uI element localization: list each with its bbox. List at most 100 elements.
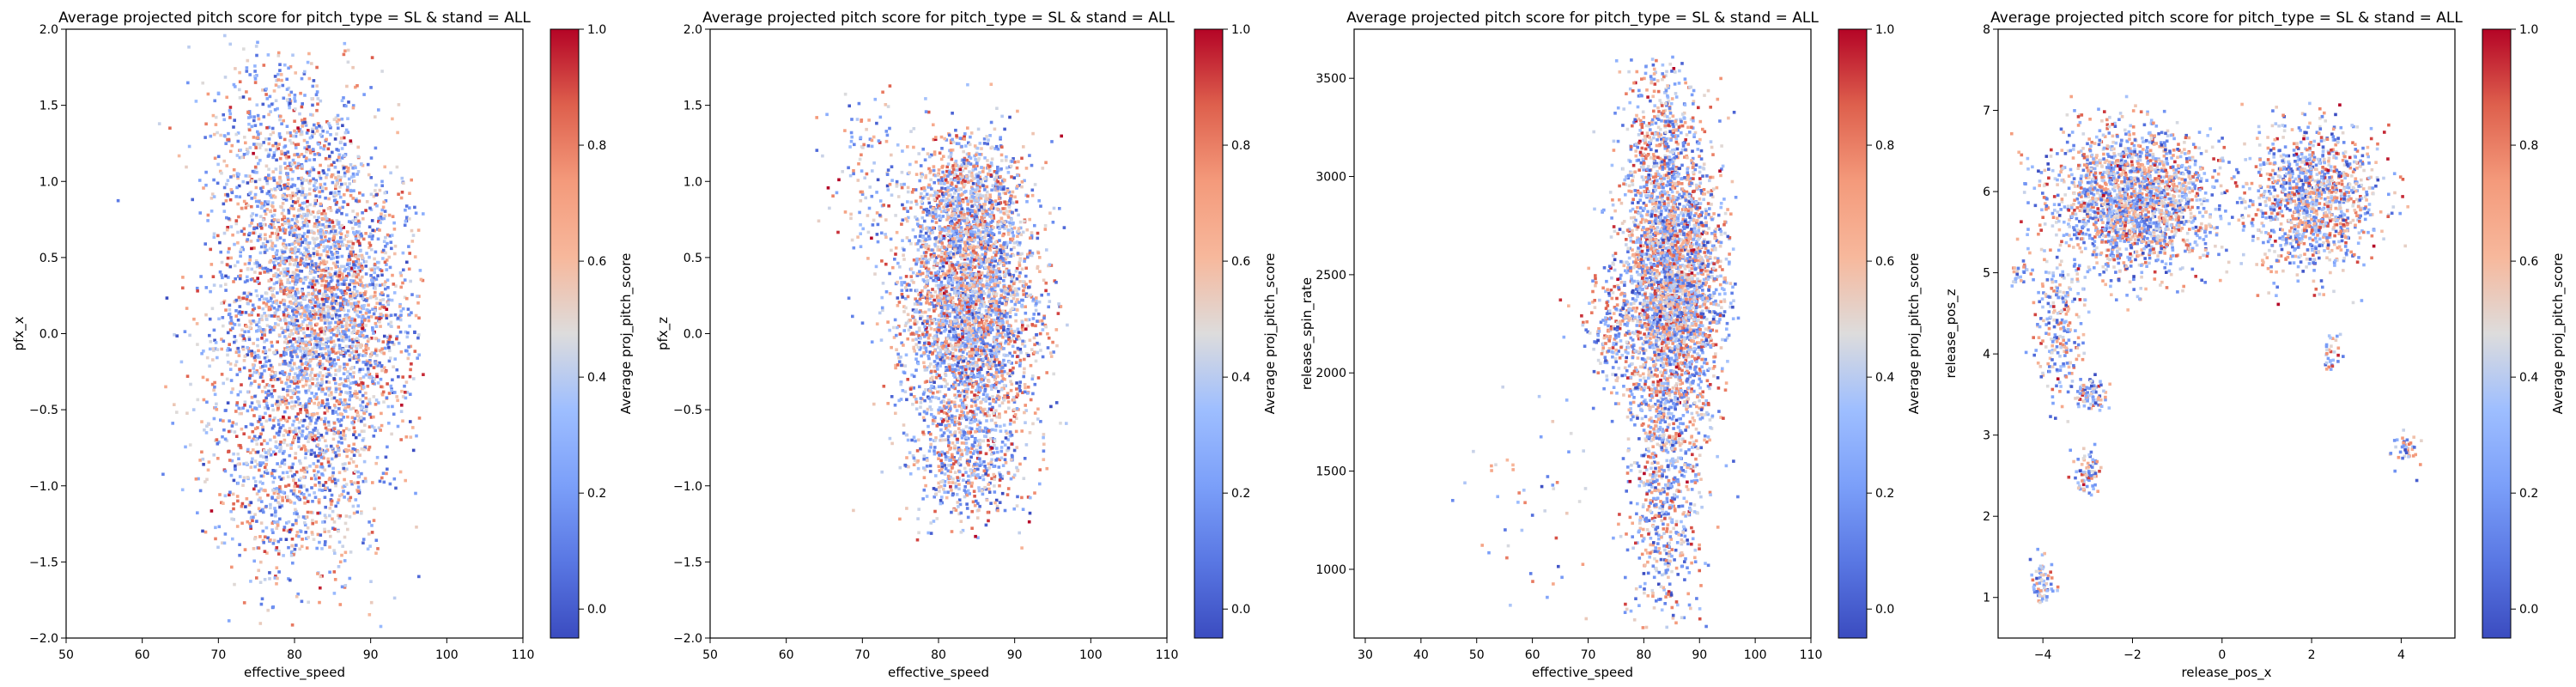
scatter-point [369, 580, 373, 583]
scatter-point [319, 146, 323, 149]
scatter-point [319, 315, 323, 319]
scatter-point [343, 131, 348, 135]
scatter-point [340, 254, 344, 258]
scatter-point [345, 467, 349, 471]
scatter-point [317, 143, 320, 146]
scatter-point [946, 469, 951, 473]
scatter-point [388, 335, 392, 338]
scatter-point [307, 229, 310, 233]
scatter-point [232, 280, 235, 283]
scatter-point [249, 292, 252, 296]
scatter-point [325, 319, 330, 323]
scatter-point [288, 93, 291, 97]
scatter-point [230, 424, 234, 428]
scatter-point [221, 276, 224, 280]
scatter-point [270, 369, 274, 373]
scatter-point [277, 333, 282, 337]
scatter-point [309, 168, 313, 172]
scatter-point [216, 457, 220, 460]
scatter-point [1008, 210, 1012, 213]
scatter-point [939, 385, 944, 388]
scatter-point [235, 373, 240, 377]
scatter-point [376, 381, 380, 385]
scatter-point [318, 540, 321, 544]
scatter-point [375, 204, 379, 208]
scatter-point [298, 547, 301, 551]
scatter-point [992, 216, 996, 220]
scatter-point [993, 382, 998, 386]
scatter-point [299, 530, 303, 533]
scatter-point [328, 247, 331, 252]
scatter-point [383, 210, 387, 213]
scatter-point [258, 375, 263, 379]
scatter-point [306, 276, 309, 279]
scatter-point [289, 101, 292, 106]
scatter-point [329, 337, 332, 341]
scatter-point [275, 350, 279, 355]
scatter-point [217, 525, 222, 529]
scatter-point [241, 179, 246, 184]
scatter-point [300, 491, 303, 495]
scatter-point [295, 217, 298, 222]
scatter-point [294, 107, 297, 111]
scatter-point [222, 185, 227, 190]
scatter-point [228, 490, 232, 495]
scatter-point [253, 513, 257, 516]
scatter-point [337, 448, 340, 453]
scatter-point [978, 265, 981, 269]
scatter-point [237, 406, 241, 410]
scatter-point [349, 295, 352, 298]
scatter-point [330, 229, 333, 234]
scatter-point [337, 350, 341, 355]
scatter-point [284, 381, 289, 386]
scatter-point [281, 196, 285, 200]
scatter-point [313, 335, 318, 338]
scatter-point [274, 142, 278, 145]
scatter-point [1041, 355, 1045, 359]
scatter-point [258, 178, 262, 181]
scatter-point [256, 130, 259, 134]
scatter-point [301, 378, 304, 381]
scatter-point [311, 113, 314, 117]
colorbar-tick-label: 0.4 [587, 371, 606, 385]
scatter-point [346, 491, 350, 495]
scatter-point [291, 183, 295, 187]
scatter-point [387, 322, 391, 326]
scatter-point [392, 477, 397, 481]
scatter-point [283, 215, 286, 218]
scatter-point [1014, 319, 1018, 323]
chart-title: Average projected pitch score for pitch_… [702, 9, 1175, 27]
scatter-point [293, 94, 297, 97]
scatter-point [224, 308, 228, 312]
scatter-point [319, 269, 324, 272]
scatter-point [371, 481, 374, 484]
scatter-point [276, 106, 279, 111]
scatter-point [349, 163, 353, 167]
scatter-point [250, 401, 254, 404]
scatter-point [294, 260, 298, 264]
scatter-point [372, 276, 376, 280]
scatter-point [362, 411, 367, 416]
scatter-point [346, 405, 350, 409]
scatter-point [241, 334, 245, 338]
scatter-point [1009, 327, 1013, 331]
scatter-point [229, 391, 234, 394]
scatter-point [336, 295, 340, 299]
scatter-point [266, 536, 270, 540]
scatter-point [331, 362, 335, 365]
scatter-point [330, 397, 334, 400]
scatter-point [277, 570, 281, 574]
scatter-point [187, 46, 191, 49]
scatter-point [327, 237, 331, 241]
scatter-point [353, 416, 357, 421]
scatter-point [373, 378, 376, 381]
scatter-point [314, 93, 319, 97]
scatter-point [333, 527, 337, 532]
scatter-point [290, 544, 294, 548]
scatter-point [977, 262, 981, 266]
scatter-point [317, 266, 321, 270]
scatter-point [360, 429, 364, 433]
scatter-point [270, 304, 274, 308]
scatter-point [362, 93, 366, 96]
